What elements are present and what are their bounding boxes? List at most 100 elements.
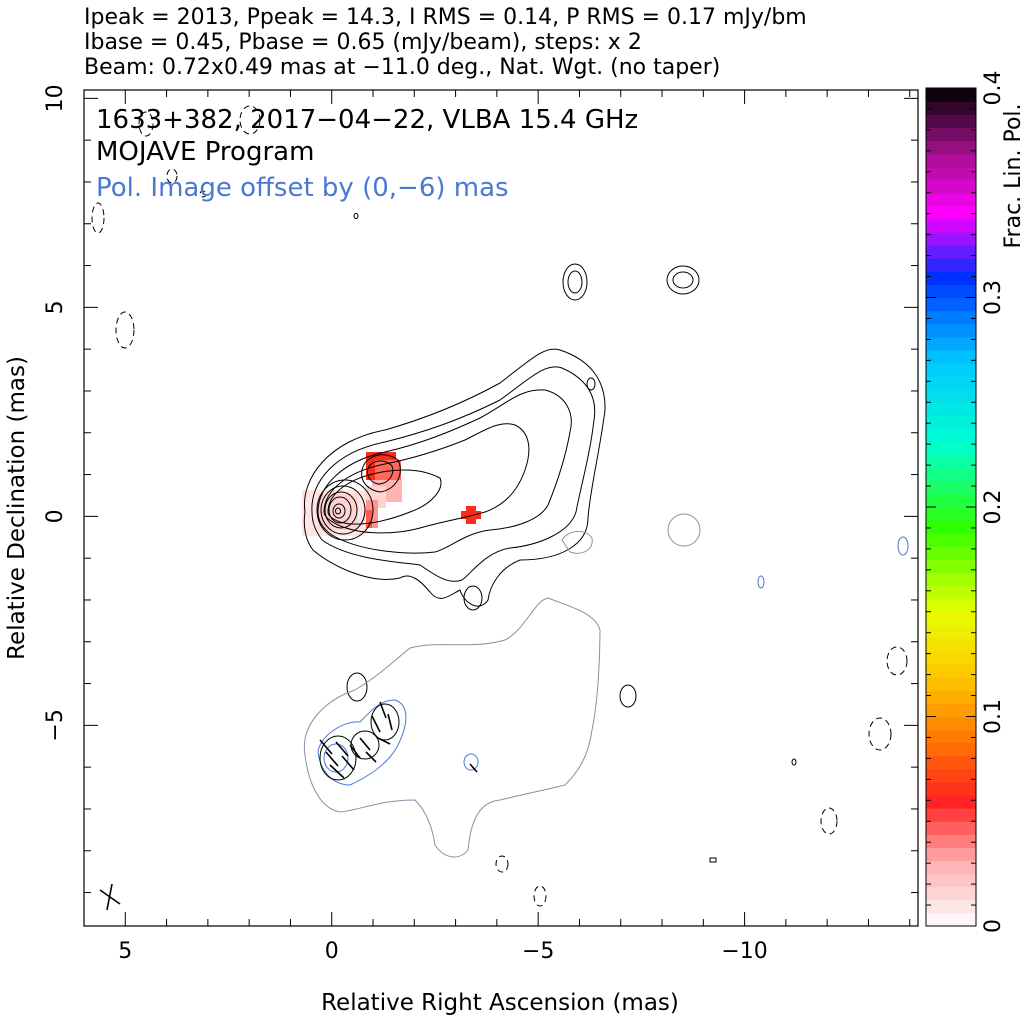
contour-island	[562, 263, 588, 301]
contour-level-1	[303, 348, 606, 607]
contour-level-2	[311, 366, 596, 582]
evpa-tick	[341, 755, 355, 771]
evpa-tick	[377, 737, 391, 745]
pol-contour-island	[791, 758, 797, 766]
colorbar-band	[926, 559, 976, 574]
intensity-contours	[303, 213, 700, 708]
neg-contour	[91, 202, 105, 234]
colorbar-tick-label: 0	[981, 919, 1006, 933]
neg-contour	[533, 885, 547, 907]
colorbar-band	[926, 572, 976, 587]
pol-contour-level-3b	[370, 703, 400, 741]
colorbar-band	[926, 677, 976, 691]
colorbar-band	[926, 454, 976, 469]
contour-level-6	[316, 479, 374, 541]
colorbar-band	[926, 467, 976, 482]
colorbar-band	[926, 873, 976, 888]
colorbar-band	[926, 598, 976, 613]
x-tick-label: −10	[721, 939, 767, 964]
evpa-tick	[325, 751, 339, 767]
colorbar-band	[926, 428, 976, 443]
evpa-tick	[329, 764, 345, 779]
colorbar-band	[926, 153, 976, 168]
pol-contour-level-4	[323, 743, 349, 773]
colorbar-band	[926, 415, 976, 430]
colorbar-band	[926, 297, 976, 312]
source-label: 1633+382, 2017−04−22, VLBA 15.4 GHz	[96, 105, 638, 135]
evpa-vectors	[319, 701, 478, 779]
x-tick-label: 5	[118, 939, 132, 964]
colorbar-band	[926, 232, 976, 246]
contour-island	[463, 585, 483, 611]
contour-level-7	[320, 485, 366, 535]
colorbar-band	[926, 847, 976, 862]
colorbar-band	[926, 637, 976, 652]
contour-island	[666, 265, 700, 295]
colorbar-band	[926, 860, 976, 875]
pol-contour-level-2	[317, 699, 407, 786]
colorbar-band	[926, 336, 976, 351]
contour-level-11	[335, 507, 341, 515]
colorbar-band	[926, 624, 976, 639]
y-tick-label: 0	[43, 509, 68, 523]
colorbar-band	[926, 166, 976, 181]
pol-offset-label: Pol. Image offset by (0,−6) mas	[96, 173, 509, 203]
colorbar-band	[926, 258, 976, 272]
x-tick-label: 0	[325, 939, 339, 964]
header-line-1: Ipeak = 2013, Ppeak = 14.3, I RMS = 0.14…	[84, 5, 807, 30]
evpa-tick	[379, 701, 387, 719]
pol-contour-island	[709, 857, 717, 863]
evpa-tick	[349, 744, 361, 759]
colorbar-band	[926, 114, 976, 128]
pol-contour-level-3	[319, 735, 357, 781]
colorbar-band	[926, 821, 976, 835]
colorbar-tick-label: 0.2	[981, 490, 1006, 525]
small-islands	[463, 513, 909, 863]
pol-contour-island	[463, 753, 479, 771]
neg-contour	[115, 311, 135, 349]
neg-contour	[868, 717, 892, 751]
contour-island	[586, 377, 596, 391]
evpa-tick	[365, 751, 377, 763]
colorbar-band	[926, 651, 976, 665]
beam-symbol	[99, 883, 121, 911]
colorbar-band	[926, 585, 976, 600]
colorbar-band	[926, 179, 976, 194]
colorbar-band	[926, 284, 976, 299]
pol-contour-island	[897, 536, 909, 556]
neg-contour	[199, 190, 207, 198]
colorbar-band	[926, 546, 976, 560]
evpa-tick	[319, 739, 333, 755]
pol-contour-island	[561, 531, 593, 554]
pol-contour-level-1	[303, 597, 601, 858]
program-label: MOJAVE Program	[96, 137, 314, 167]
y-axis-label: Relative Declination (mas)	[4, 356, 30, 660]
contour-level-3	[317, 389, 572, 554]
colorbar-band	[926, 834, 976, 849]
polarization-contours	[303, 597, 601, 858]
contour-knot-2	[367, 460, 394, 485]
colorbar-band	[926, 611, 976, 626]
colorbar-band	[926, 389, 976, 403]
y-tick-label: 5	[43, 300, 68, 314]
colorbar-band	[926, 768, 976, 783]
header-line-2: Ibase = 0.45, Pbase = 0.65 (mJy/beam), s…	[84, 30, 642, 55]
y-tick-label: −5	[43, 709, 68, 741]
colorbar-band	[926, 507, 976, 521]
contour-level-8	[324, 491, 358, 529]
colorbar-band	[926, 781, 976, 796]
colorbar-band	[926, 533, 976, 547]
contour-level-9	[328, 496, 352, 524]
colorbar-band	[926, 899, 976, 914]
neg-contour	[239, 105, 261, 135]
colorbar-band	[926, 912, 976, 927]
axes: 5 0 −5 −10 10 5 0 −5	[43, 84, 918, 964]
neg-contour	[820, 807, 838, 835]
pol-contour-island	[757, 575, 765, 589]
colorbar-tick-label: 0.4	[981, 71, 1006, 106]
plot-frame	[83, 89, 919, 927]
colorbar: 0 0.1 0.2 0.3 0.4	[925, 71, 1006, 933]
pol-contour-island	[667, 513, 701, 547]
colorbar-label: Frac. Lin. Pol.	[1001, 103, 1026, 248]
neg-contour	[138, 111, 154, 137]
